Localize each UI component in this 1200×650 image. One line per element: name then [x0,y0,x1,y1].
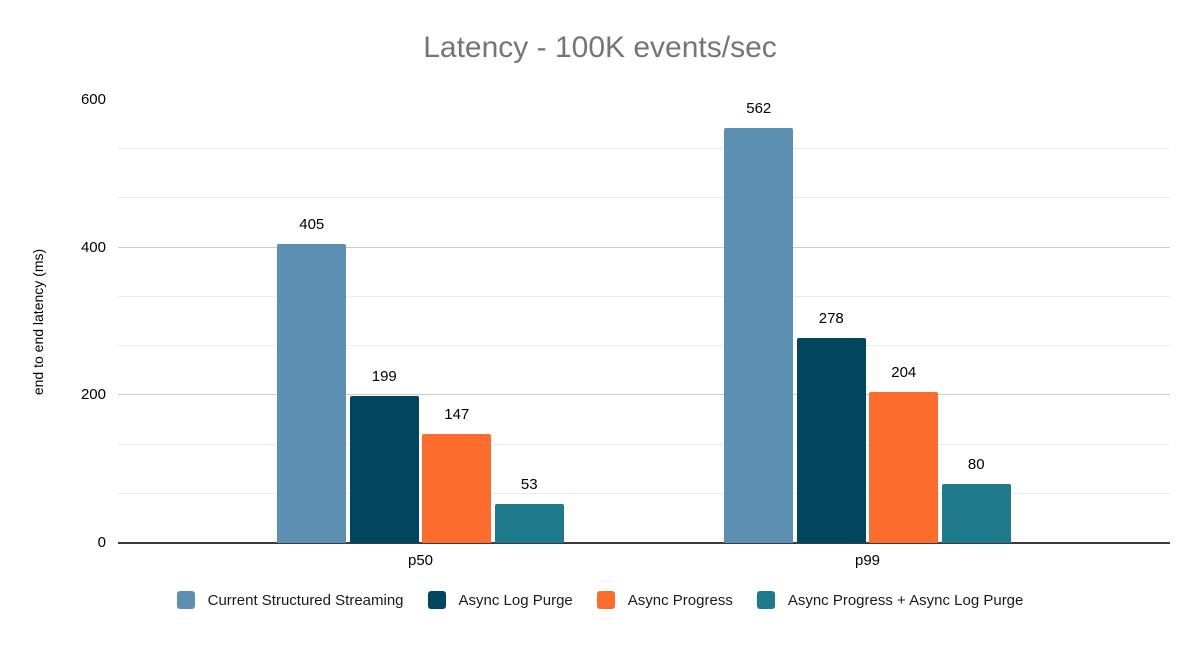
chart-title: Latency - 100K events/sec [423,31,777,64]
bar-value-label: 562 [746,100,772,118]
legend-item: Current Structured Streaming [176,591,404,609]
x-tick-label-p99: p99 [854,552,881,569]
legend-swatch-icon [756,591,775,609]
minor-gridline [118,492,1170,494]
legend-item: Async Log Purge [427,591,573,609]
bar-p99-series-2 [796,337,866,543]
bar-p50-series-2 [349,396,419,543]
bar-value-label: 80 [967,455,985,473]
major-gridline [118,246,1170,248]
bar-value-label: 147 [444,406,470,424]
bar-p50-series-4 [494,503,564,543]
legend: Current Structured Streaming Async Log Pu… [0,591,1200,609]
minor-gridline [118,197,1170,199]
x-tick-label-p50: p50 [407,552,434,569]
bar-p50-series-3 [422,434,492,543]
minor-gridline [118,295,1170,297]
legend-label: Async Progress [627,591,733,609]
y-tick-label: 400 [80,238,106,256]
y-tick-label: 600 [80,91,106,108]
y-tick-label: 0 [97,534,106,551]
bar-p99-series-3 [869,392,939,543]
x-axis-baseline [118,542,1170,544]
bar-value-label: 199 [371,368,397,386]
bar-value-label: 53 [520,475,538,493]
legend-label: Async Progress + Async Log Purge [787,591,1024,609]
y-axis-title: end to end latency (ms) [30,248,46,396]
legend-item: Async Progress [596,591,733,609]
bar-value-label: 278 [818,309,844,327]
bar-value-label: 204 [891,364,917,382]
legend-label: Current Structured Streaming [207,591,404,609]
minor-gridline [118,148,1170,150]
minor-gridline [118,345,1170,347]
legend-item: Async Progress + Async Log Purge [756,591,1024,609]
bar-p99-series-1 [724,128,794,543]
legend-swatch-icon [596,591,615,609]
bar-p99-series-4 [941,483,1011,543]
bar-p50-series-1 [277,243,347,543]
major-gridline [118,394,1170,396]
legend-swatch-icon [427,591,446,609]
y-tick-label: 200 [80,386,106,404]
legend-label: Async Log Purge [458,591,573,609]
plot-area: 405 199 147 53 562 278 204 80 [118,100,1170,544]
minor-gridline [118,443,1170,445]
bar-value-label: 405 [299,215,325,233]
legend-swatch-icon [176,591,195,609]
